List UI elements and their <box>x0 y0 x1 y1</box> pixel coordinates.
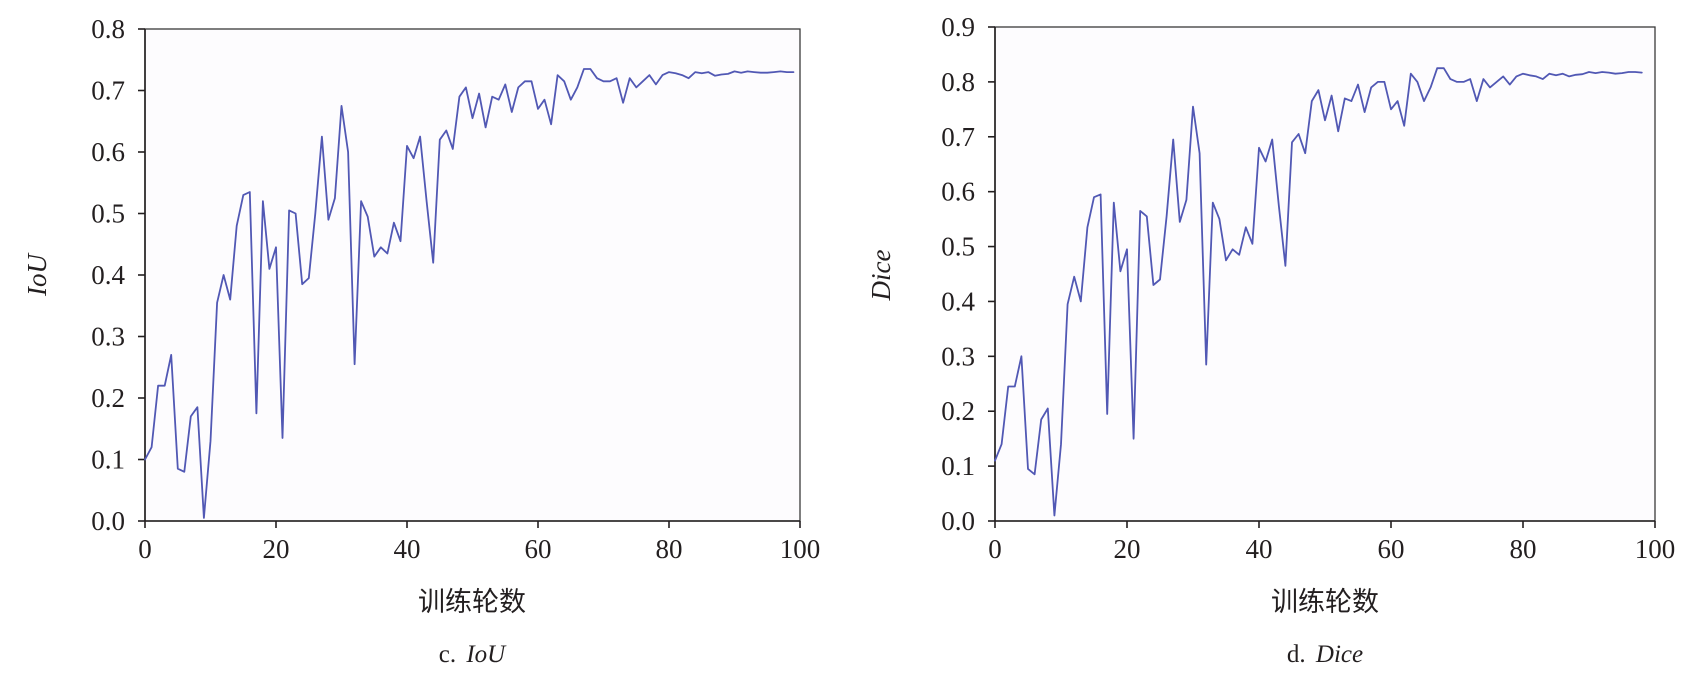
dice-caption: d. Dice <box>1287 641 1363 668</box>
iou-caption-prefix: c. <box>439 641 456 668</box>
iou-x-tick-label: 40 <box>394 534 421 564</box>
iou-x-tick-label: 80 <box>656 534 683 564</box>
dice-caption-prefix: d. <box>1287 641 1306 668</box>
iou-caption: c. IoU <box>439 641 507 668</box>
dice-y-tick-label: 0.8 <box>941 67 975 97</box>
iou-y-tick-label: 0.4 <box>91 260 125 290</box>
dice-y-tick-label: 0.5 <box>941 232 975 262</box>
iou-x-tick-label: 60 <box>525 534 552 564</box>
dice-x-tick-label: 40 <box>1246 534 1273 564</box>
iou-y-tick-label: 0.5 <box>91 199 125 229</box>
iou-y-tick-label: 0.3 <box>91 322 125 352</box>
dice-x-tick-label: 80 <box>1510 534 1537 564</box>
iou-series-line <box>144 68 795 519</box>
dice-y-tick-label: 0.9 <box>941 12 975 42</box>
iou-y-ticks: 0.0 0.1 0.2 0.3 0.4 0.5 0.6 0.7 0.8 <box>91 14 145 536</box>
dice-y-ticks: 0.0 0.1 0.2 0.3 0.4 0.5 0.6 0.7 0.8 0.9 <box>941 12 995 536</box>
iou-x-tick-label: 0 <box>138 534 152 564</box>
iou-y-axis-label: IoU <box>22 253 52 297</box>
iou-y-tick-label: 0.7 <box>91 76 125 106</box>
iou-x-tick-label: 20 <box>263 534 290 564</box>
dice-y-tick-label: 0.1 <box>941 451 975 481</box>
iou-y-tick-label: 0.2 <box>91 383 125 413</box>
dice-x-tick-label: 60 <box>1378 534 1405 564</box>
dice-chart-panel: 0.0 0.1 0.2 0.3 0.4 0.5 0.6 0.7 0.8 0.9 0 20 40 60 80… <box>866 12 1675 668</box>
dice-x-tick-label: 100 <box>1635 534 1676 564</box>
dice-x-ticks: 0 20 40 60 80 100 <box>988 521 1675 564</box>
iou-caption-name: IoU <box>465 641 507 668</box>
dice-y-tick-label: 0.7 <box>941 122 975 152</box>
dice-y-tick-label: 0.3 <box>941 341 975 371</box>
dice-x-tick-label: 20 <box>1114 534 1141 564</box>
dice-x-axis-label: 训练轮数 <box>1271 587 1379 618</box>
dice-series-line <box>994 67 1643 517</box>
dice-y-tick-label: 0.6 <box>941 177 975 207</box>
iou-y-tick-label: 0.1 <box>91 445 125 475</box>
dice-caption-name: Dice <box>1315 641 1363 668</box>
iou-y-tick-label: 0.0 <box>91 506 125 536</box>
iou-chart-panel: 0.0 0.1 0.2 0.3 0.4 0.5 0.6 0.7 0.8 0 20 40 60 80 100… <box>22 14 820 668</box>
dice-y-tick-label: 0.2 <box>941 396 975 426</box>
iou-y-tick-label: 0.6 <box>91 137 125 167</box>
iou-x-axis-label: 训练轮数 <box>418 587 526 618</box>
dice-y-tick-label: 0.0 <box>941 506 975 536</box>
dice-y-tick-label: 0.4 <box>941 286 975 316</box>
iou-plot-area <box>144 28 801 522</box>
iou-x-ticks: 0 20 40 60 80 100 <box>138 521 820 564</box>
iou-x-tick-label: 100 <box>780 534 821 564</box>
dice-x-tick-label: 0 <box>988 534 1002 564</box>
iou-y-tick-label: 0.8 <box>91 14 125 44</box>
dice-plot-area <box>994 26 1656 522</box>
dice-y-axis-label: Dice <box>866 250 896 302</box>
